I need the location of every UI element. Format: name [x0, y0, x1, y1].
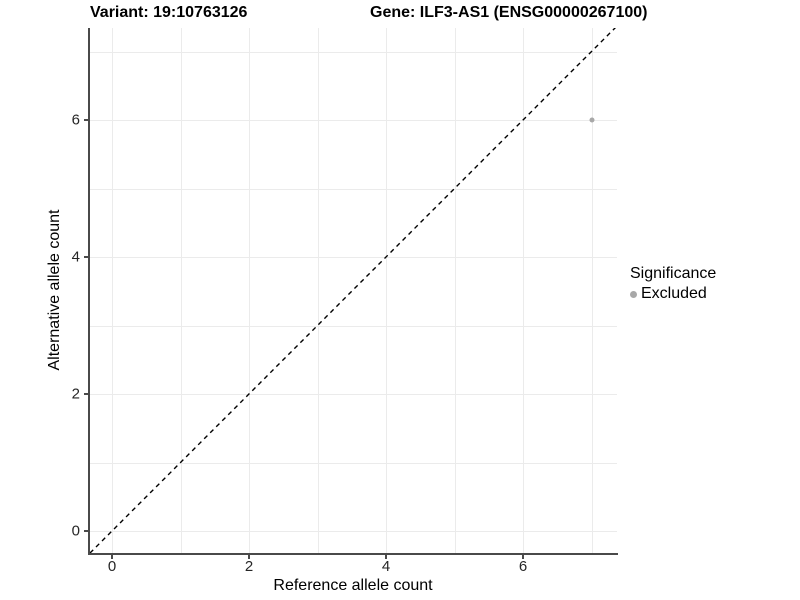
legend: Significance Excluded: [630, 265, 716, 303]
x-tick-mark-2: [248, 555, 250, 559]
gridline-vertical-7: [591, 28, 593, 553]
x-tick-label-4: 4: [381, 558, 391, 575]
data-point-excluded-7-6: [589, 117, 594, 123]
x-tick-label-0: 0: [107, 558, 117, 575]
legend-title: Significance: [630, 265, 717, 282]
y-tick-label-2: 2: [71, 385, 80, 403]
x-tick-mark-6: [522, 555, 524, 559]
x-axis-title: Reference allele count: [273, 577, 433, 594]
y-tick-label-4: 4: [71, 248, 80, 266]
legend-swatch-dot-icon: [630, 290, 637, 298]
y-axis-title: Alternative allele count: [46, 209, 63, 371]
x-tick-mark-4: [385, 555, 387, 559]
gridline-vertical-0: [112, 28, 113, 553]
plot-title-variant: Variant: 19:10763126: [90, 4, 248, 21]
y-tick-mark-2: [84, 393, 88, 395]
gridline-horizontal-0: [90, 531, 617, 532]
y-axis-line: [88, 28, 90, 555]
plot-title-gene: Gene: ILF3-AS1 (ENSG00000267100): [370, 4, 648, 21]
gridline-horizontal-2: [90, 394, 617, 395]
gridline-horizontal-4: [90, 257, 617, 258]
gridline-vertical-2: [249, 28, 250, 553]
x-axis-line: [88, 553, 618, 555]
gridline-horizontal-6: [90, 120, 617, 121]
gridline-horizontal-7: [90, 51, 617, 53]
gridline-horizontal-3: [90, 325, 617, 327]
legend-item-label: Excluded: [641, 285, 707, 302]
gridline-vertical-4: [386, 28, 387, 553]
identity-reference-line: [90, 28, 616, 553]
gridline-vertical-3: [317, 28, 319, 553]
y-tick-mark-4: [84, 256, 88, 258]
y-tick-mark-6: [84, 119, 88, 121]
gridline-horizontal-1: [90, 462, 617, 464]
x-tick-label-2: 2: [244, 558, 254, 575]
y-tick-mark-0: [84, 530, 88, 532]
y-tick-label-6: 6: [71, 111, 80, 129]
x-tick-mark-0: [111, 555, 113, 559]
legend-item-excluded: Excluded: [630, 285, 716, 303]
x-tick-label-6: 6: [518, 558, 528, 575]
plot-panel: [90, 28, 617, 553]
gridline-vertical-1: [180, 28, 182, 553]
y-tick-label-0: 0: [71, 522, 80, 540]
gridline-horizontal-5: [90, 188, 617, 190]
gridline-vertical-5: [454, 28, 456, 553]
gridline-vertical-6: [523, 28, 524, 553]
